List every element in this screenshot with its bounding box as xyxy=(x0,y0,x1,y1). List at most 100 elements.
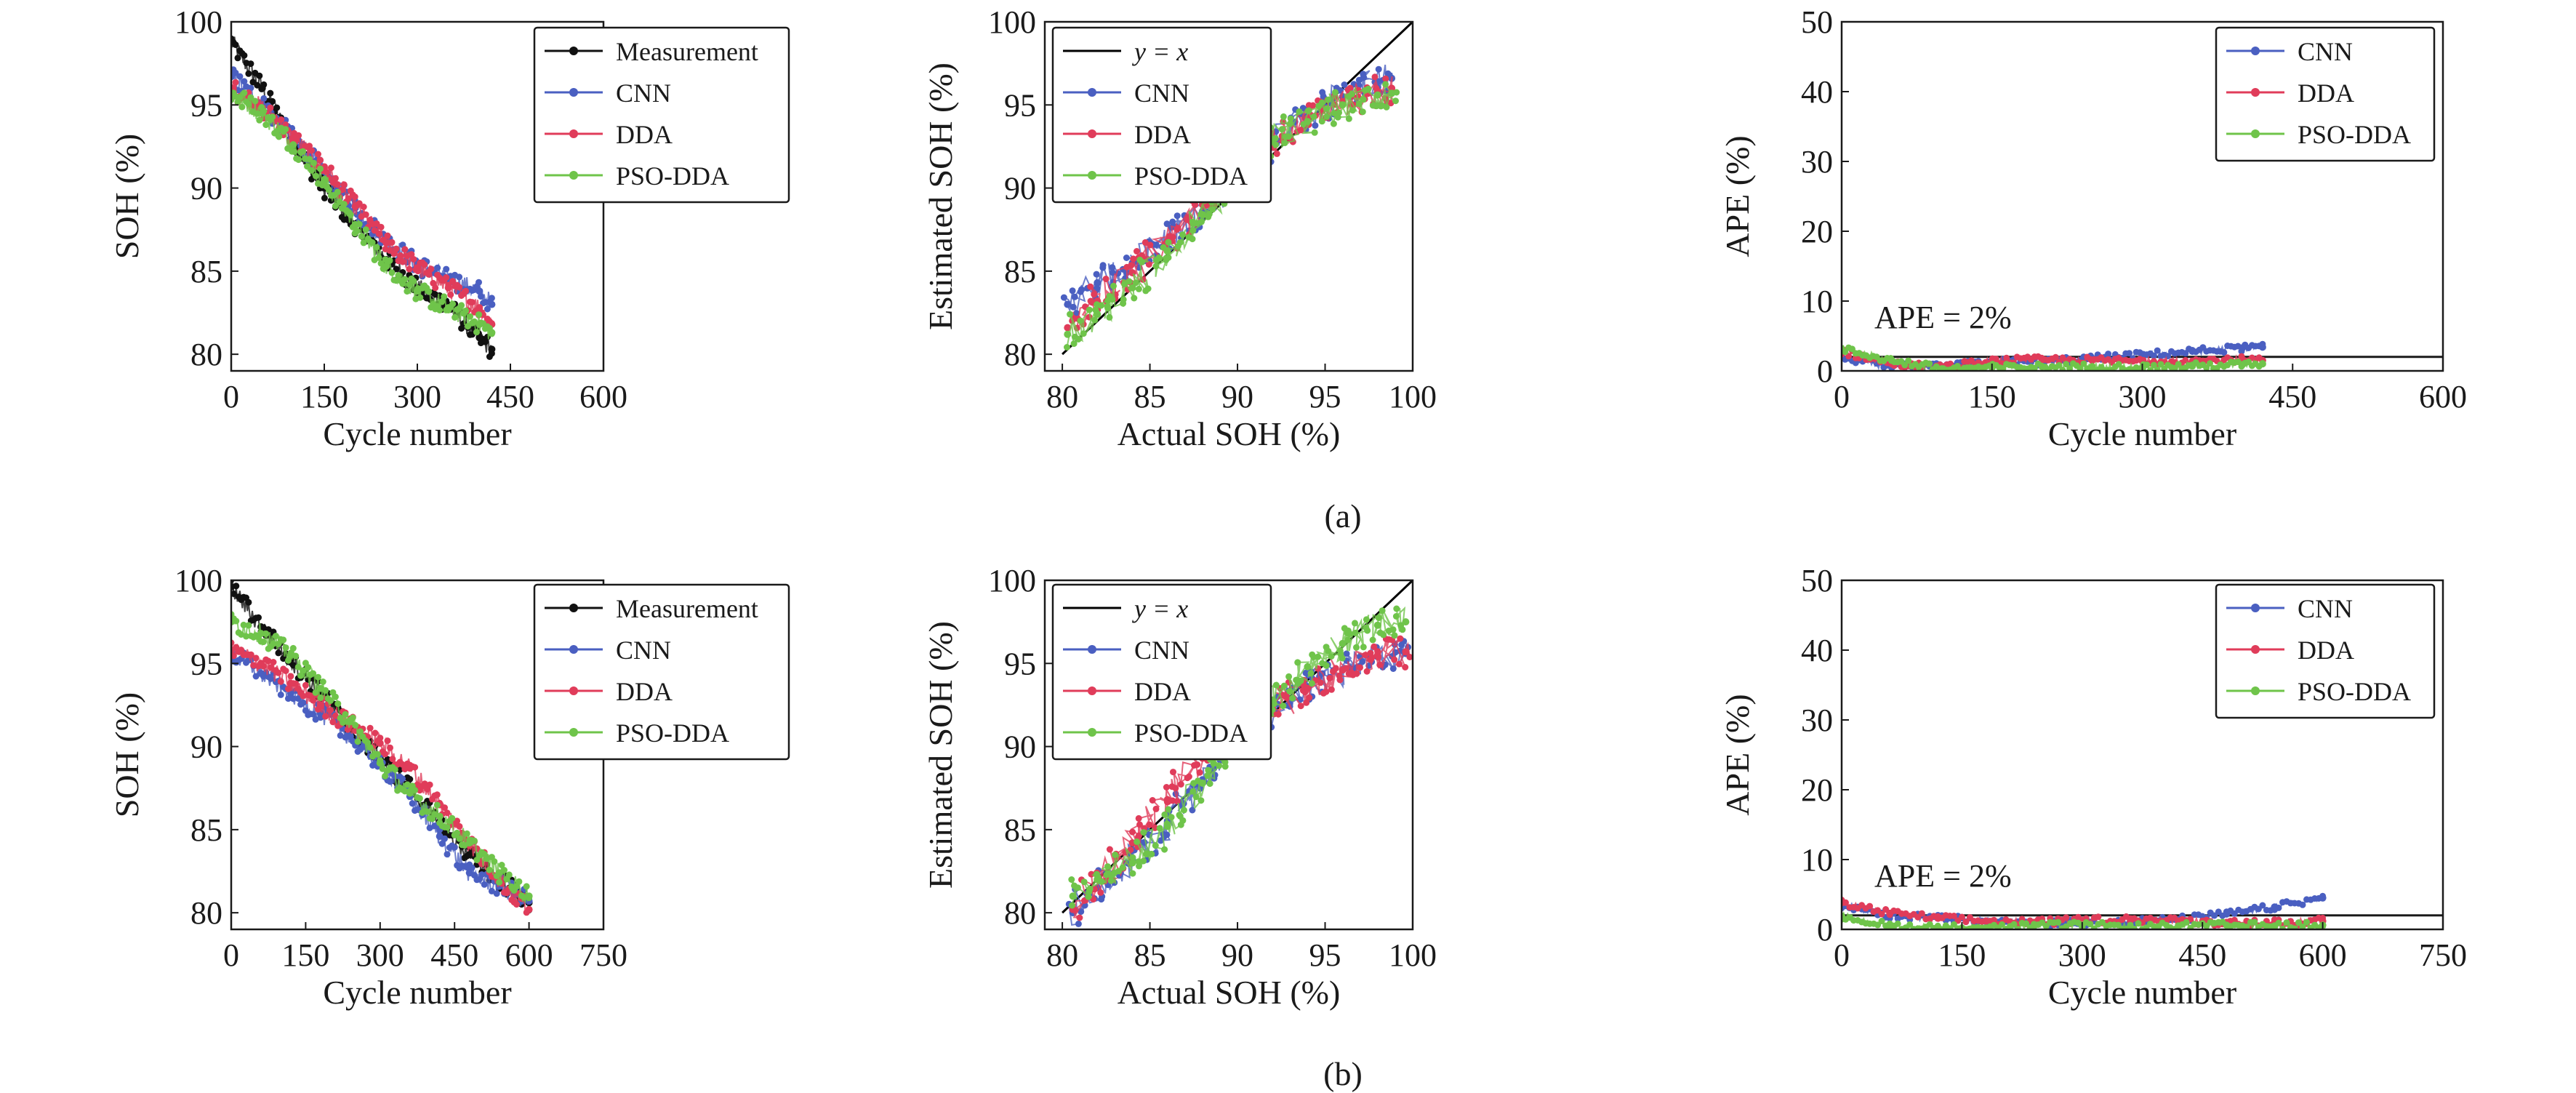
data-point-pso_dda xyxy=(1392,613,1400,620)
data-point-dda xyxy=(257,660,265,668)
data-point-cnn xyxy=(1073,310,1080,317)
data-point-dda xyxy=(1149,797,1156,804)
row-label-a: (a) xyxy=(1324,497,1361,535)
y-axis-label: Estimated SOH (%) xyxy=(922,63,959,330)
data-point-pso_dda xyxy=(1080,330,1087,337)
data-point-cnn xyxy=(1109,264,1116,271)
data-point-pso_dda xyxy=(463,830,470,837)
data-point-cnn xyxy=(456,273,463,281)
data-point-cnn xyxy=(312,716,319,723)
data-point-dda xyxy=(1102,276,1110,282)
data-point-pso_dda xyxy=(291,148,298,156)
data-point-pso_dda xyxy=(2207,360,2213,367)
data-point-dda xyxy=(456,284,463,291)
data-point-dda xyxy=(372,729,379,737)
x-tick-label: 600 xyxy=(2299,937,2347,973)
data-point-cnn xyxy=(2319,894,2327,902)
data-point-pso_dda xyxy=(1106,313,1113,321)
data-point-pso_dda xyxy=(1887,356,1895,364)
data-point-pso_dda xyxy=(1318,118,1325,125)
data-point-pso_dda xyxy=(1152,263,1160,270)
data-point-measurement xyxy=(488,345,496,353)
y-tick-label: 95 xyxy=(1004,646,1036,681)
data-point-pso_dda xyxy=(425,288,433,295)
data-point-dda xyxy=(2095,913,2102,921)
data-point-dda xyxy=(238,646,245,654)
data-point-dda xyxy=(1357,664,1363,671)
data-point-dda xyxy=(1283,694,1291,702)
data-point-pso_dda xyxy=(1070,340,1078,348)
y-axis-label: Estimated SOH (%) xyxy=(922,621,959,889)
data-point-pso_dda xyxy=(351,220,359,228)
data-point-dda xyxy=(1129,828,1136,836)
data-point-pso_dda xyxy=(1399,626,1406,633)
data-point-pso_dda xyxy=(1337,650,1344,657)
data-point-dda xyxy=(1353,670,1360,677)
data-point-dda xyxy=(382,750,389,758)
data-point-pso_dda xyxy=(1205,213,1212,220)
data-point-pso_dda xyxy=(1121,281,1128,288)
data-point-pso_dda xyxy=(1205,766,1212,774)
data-point-pso_dda xyxy=(386,257,393,264)
data-point-dda xyxy=(1339,666,1347,674)
data-point-pso_dda xyxy=(1165,806,1172,813)
data-point-dda xyxy=(340,181,348,188)
data-point-pso_dda xyxy=(449,814,456,822)
data-point-dda xyxy=(252,654,260,662)
data-point-pso_dda xyxy=(295,156,302,164)
data-point-dda xyxy=(327,164,334,172)
data-point-pso_dda xyxy=(1204,772,1211,779)
data-point-cnn xyxy=(1064,300,1072,308)
data-point-pso_dda xyxy=(467,313,473,320)
data-point-measurement xyxy=(254,81,261,89)
data-point-measurement xyxy=(247,60,254,68)
data-point-pso_dda xyxy=(289,644,297,652)
data-point-cnn xyxy=(438,840,446,847)
row-label-b: (b) xyxy=(1323,1055,1363,1092)
data-point-dda xyxy=(1306,694,1313,701)
data-point-dda xyxy=(376,740,384,747)
x-tick-label: 150 xyxy=(281,937,329,973)
data-point-dda xyxy=(232,79,239,86)
data-point-pso_dda xyxy=(1359,108,1366,116)
data-point-dda xyxy=(1169,233,1176,241)
data-point-dda xyxy=(428,265,435,273)
data-point-pso_dda xyxy=(294,663,302,670)
data-point-pso_dda xyxy=(1293,676,1301,684)
data-point-dda xyxy=(1402,648,1410,656)
data-point-cnn xyxy=(488,887,495,894)
data-point-pso_dda xyxy=(332,693,339,700)
y-tick-label: 20 xyxy=(1801,214,1833,249)
data-point-pso_dda xyxy=(515,878,523,885)
x-tick-label: 150 xyxy=(1938,937,1986,973)
data-point-pso_dda xyxy=(436,812,444,820)
data-point-cnn xyxy=(2105,351,2112,358)
data-point-dda xyxy=(285,685,292,692)
data-point-dda xyxy=(1962,918,1970,926)
data-point-dda xyxy=(433,791,441,798)
x-tick-label: 750 xyxy=(579,937,627,973)
data-point-pso_dda xyxy=(1189,227,1197,234)
data-point-pso_dda xyxy=(1285,673,1293,680)
data-point-dda xyxy=(399,258,406,265)
data-point-pso_dda xyxy=(1325,647,1332,654)
y-tick-label: 20 xyxy=(1801,772,1833,808)
data-point-pso_dda xyxy=(2010,921,2018,928)
data-point-pso_dda xyxy=(2157,361,2164,368)
y-tick-label: 10 xyxy=(1801,284,1833,319)
data-point-dda xyxy=(1326,675,1333,681)
data-point-pso_dda xyxy=(1373,91,1381,99)
plot-frame xyxy=(1840,579,2444,931)
data-point-pso_dda xyxy=(1069,892,1077,900)
legend-label: CNN xyxy=(616,636,671,665)
data-point-dda xyxy=(275,669,282,676)
data-point-pso_dda xyxy=(310,670,317,677)
data-point-cnn xyxy=(268,675,275,682)
data-point-dda xyxy=(1087,283,1094,290)
data-point-pso_dda xyxy=(2251,918,2258,926)
y-tick-label: 90 xyxy=(1004,729,1036,765)
data-point-pso_dda xyxy=(1363,624,1370,631)
data-point-cnn xyxy=(1060,294,1067,301)
data-point-dda xyxy=(287,673,294,680)
